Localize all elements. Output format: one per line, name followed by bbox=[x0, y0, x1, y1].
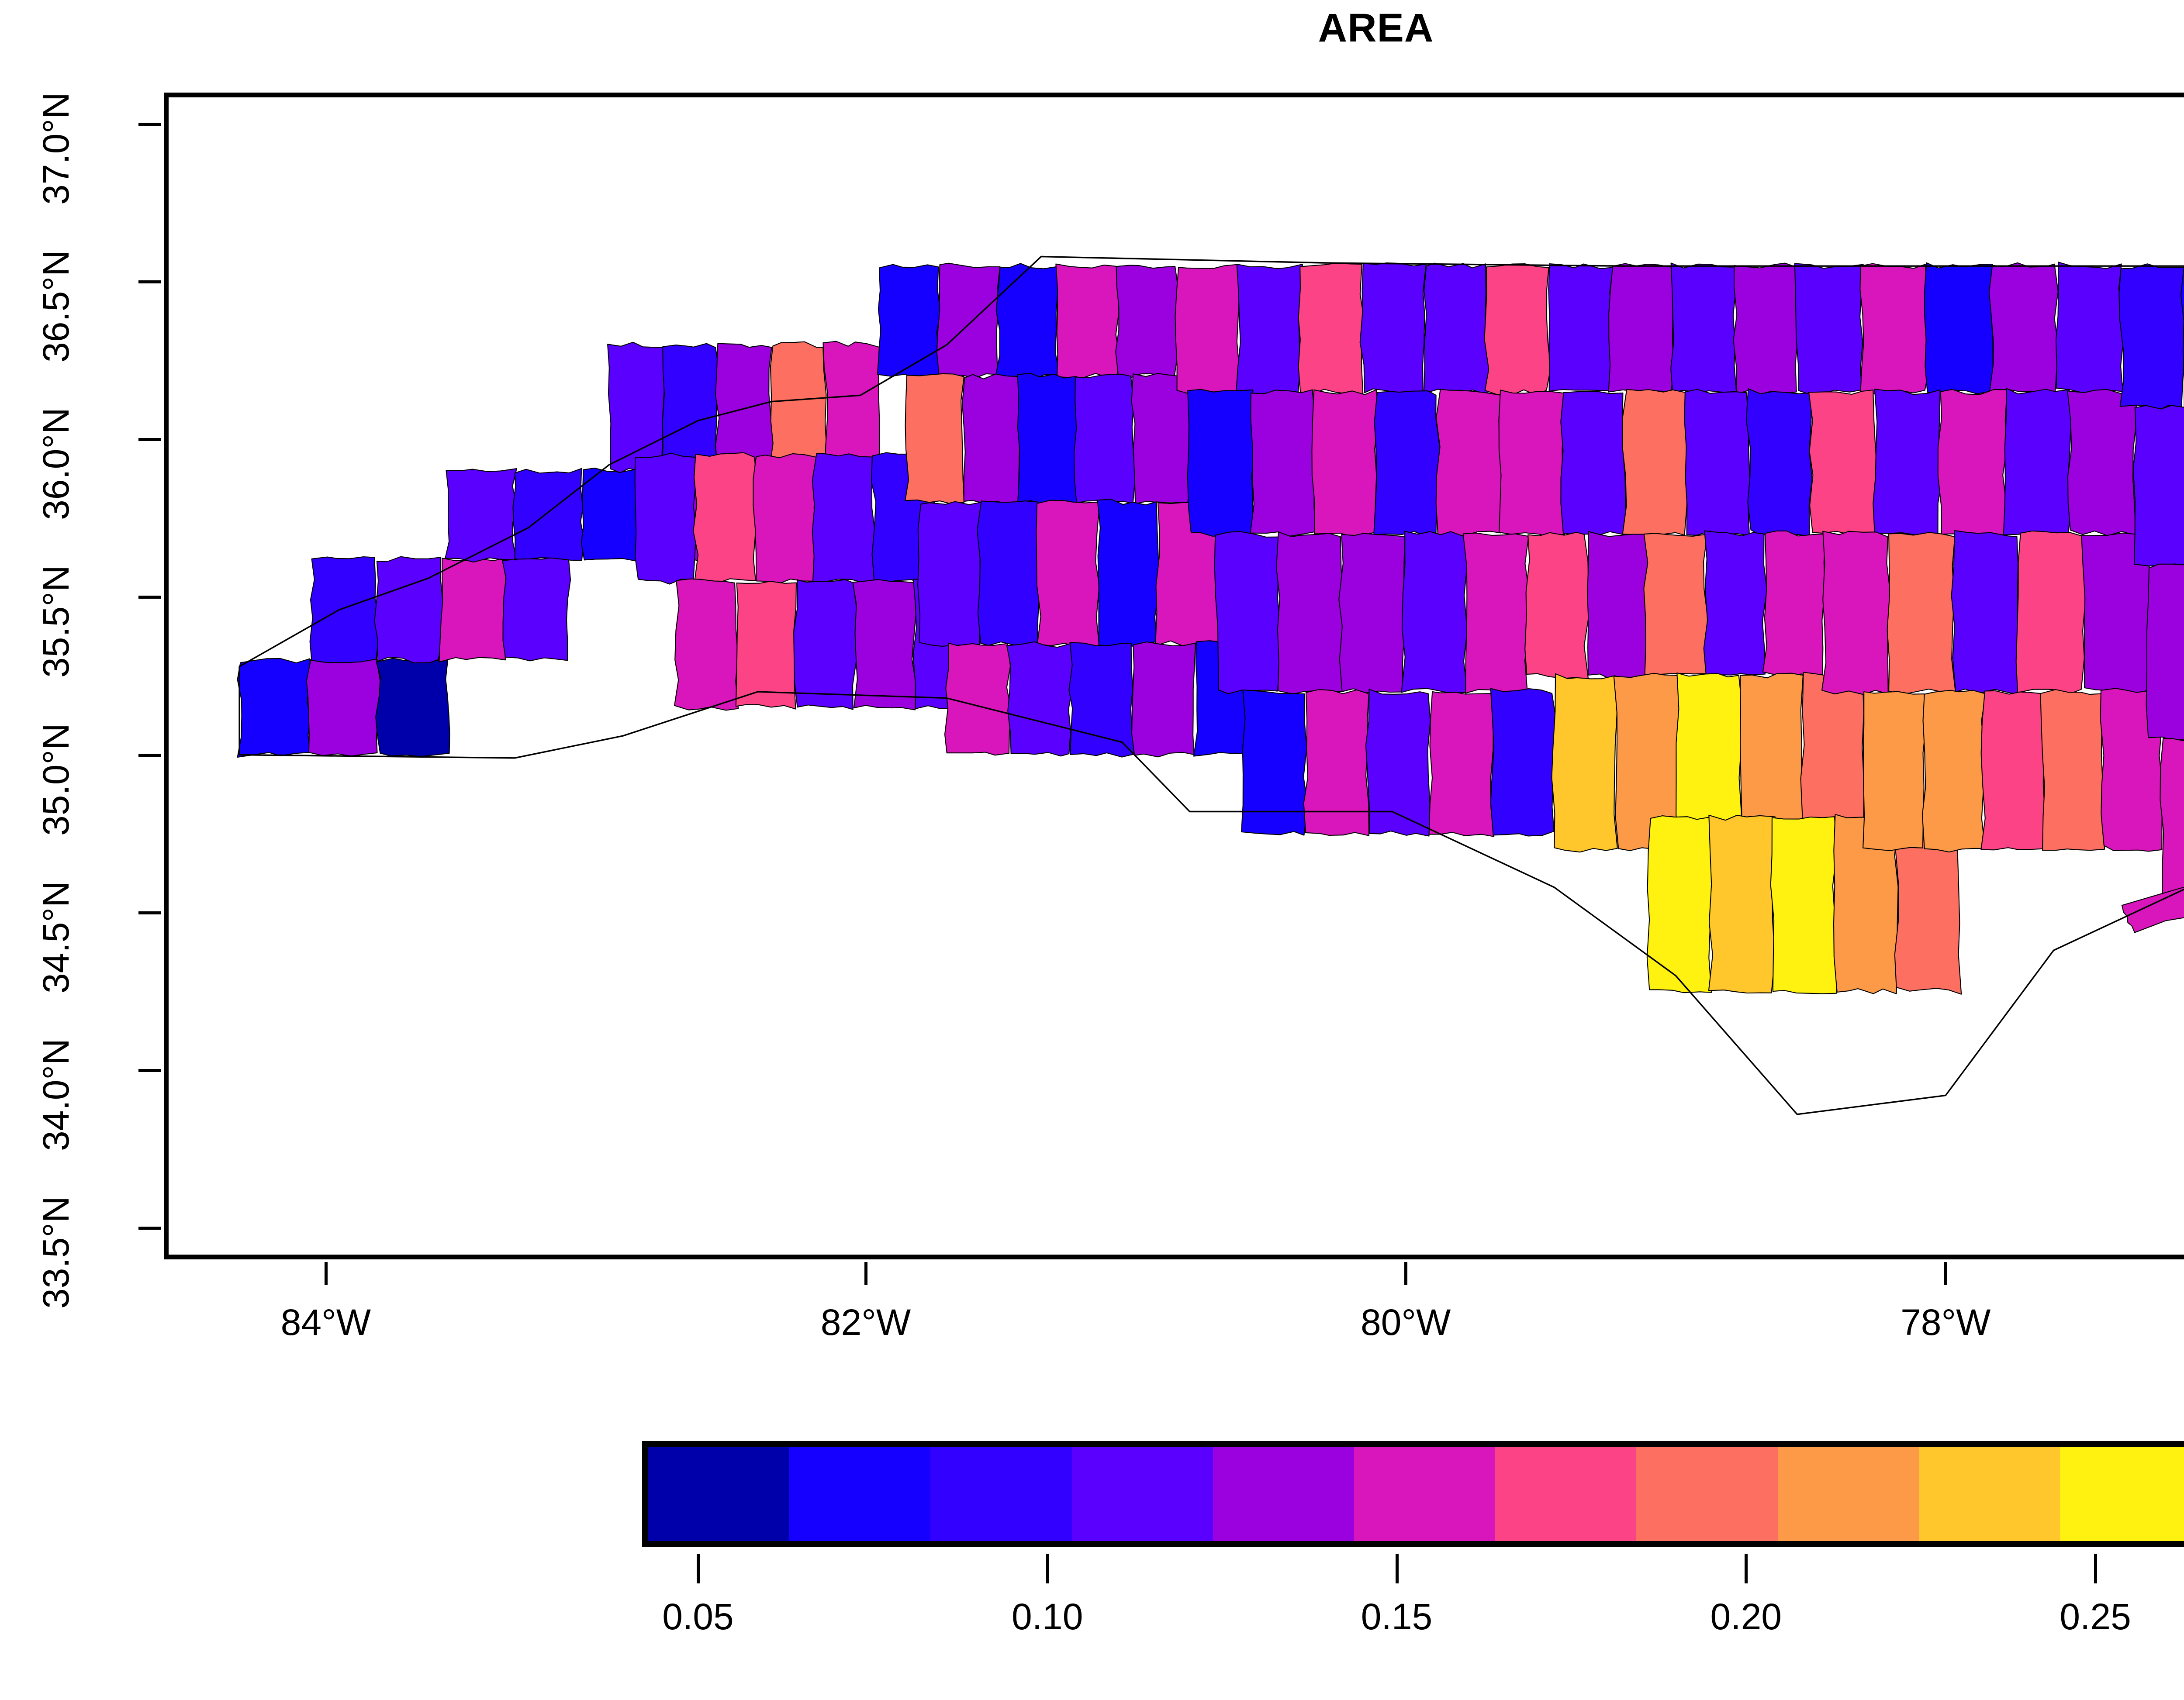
y-axis-tick bbox=[138, 1069, 161, 1072]
y-axis-tick-label: 35.0°N bbox=[35, 723, 76, 836]
colorbar-tick bbox=[1745, 1554, 1748, 1583]
y-axis-tick-label: 35.5°N bbox=[35, 565, 76, 678]
y-axis-tick bbox=[138, 911, 161, 914]
plot-frame bbox=[164, 93, 2184, 1259]
y-axis-tick bbox=[138, 438, 161, 441]
page-title: AREA bbox=[1318, 6, 1434, 50]
y-axis-tick-label: 36.0°N bbox=[35, 407, 76, 521]
colorbar-tick-label: 0.15 bbox=[1361, 1596, 1433, 1637]
x-axis-tick bbox=[1404, 1262, 1408, 1285]
y-axis-tick-label: 34.0°N bbox=[35, 1038, 76, 1151]
x-axis-tick-label: 78°W bbox=[1901, 1302, 1991, 1343]
y-axis-tick-label: 37.0°N bbox=[35, 92, 76, 205]
colorbar-swatch-7 bbox=[1636, 1447, 1778, 1541]
colorbar-tick-label: 0.25 bbox=[2060, 1596, 2131, 1637]
colorbar-swatch-4 bbox=[1213, 1447, 1354, 1541]
y-axis-tick bbox=[138, 280, 161, 284]
x-axis-tick-label: 80°W bbox=[1360, 1302, 1451, 1343]
y-axis-tick bbox=[138, 596, 161, 599]
colorbar-tick bbox=[696, 1554, 700, 1583]
colorbar-swatch-10 bbox=[2060, 1447, 2184, 1541]
colorbar[interactable] bbox=[642, 1441, 2184, 1547]
x-axis-tick bbox=[864, 1262, 867, 1285]
colorbar-tick-label: 0.20 bbox=[1710, 1596, 1782, 1637]
colorbar-swatch-0 bbox=[648, 1447, 790, 1541]
y-axis-tick bbox=[138, 123, 161, 126]
colorbar-swatch-8 bbox=[1777, 1447, 1919, 1541]
colorbar-swatch-9 bbox=[1918, 1447, 2060, 1541]
colorbar-swatch-6 bbox=[1495, 1447, 1637, 1541]
x-axis-tick-label: 84°W bbox=[280, 1302, 371, 1343]
y-axis-tick-label: 36.5°N bbox=[35, 250, 76, 363]
y-axis-tick-label: 34.5°N bbox=[35, 880, 76, 993]
x-axis-tick-label: 82°W bbox=[820, 1302, 911, 1343]
colorbar-tick bbox=[2094, 1554, 2098, 1583]
colorbar-tick-label: 0.10 bbox=[1011, 1596, 1083, 1637]
colorbar-swatch-5 bbox=[1354, 1447, 1496, 1541]
y-axis-tick bbox=[138, 1226, 161, 1230]
colorbar-swatch-2 bbox=[930, 1447, 1072, 1541]
y-axis-tick bbox=[138, 753, 161, 757]
colorbar-swatch-3 bbox=[1071, 1447, 1213, 1541]
colorbar-swatch-1 bbox=[789, 1447, 931, 1541]
y-axis-tick-label: 33.5°N bbox=[35, 1196, 76, 1309]
x-axis-tick bbox=[1944, 1262, 1948, 1285]
colorbar-tick-label: 0.05 bbox=[662, 1596, 734, 1637]
colorbar-tick bbox=[1395, 1554, 1399, 1583]
colorbar-gradient[interactable] bbox=[642, 1441, 2184, 1547]
colorbar-tick bbox=[1046, 1554, 1049, 1583]
x-axis-tick bbox=[324, 1262, 328, 1285]
